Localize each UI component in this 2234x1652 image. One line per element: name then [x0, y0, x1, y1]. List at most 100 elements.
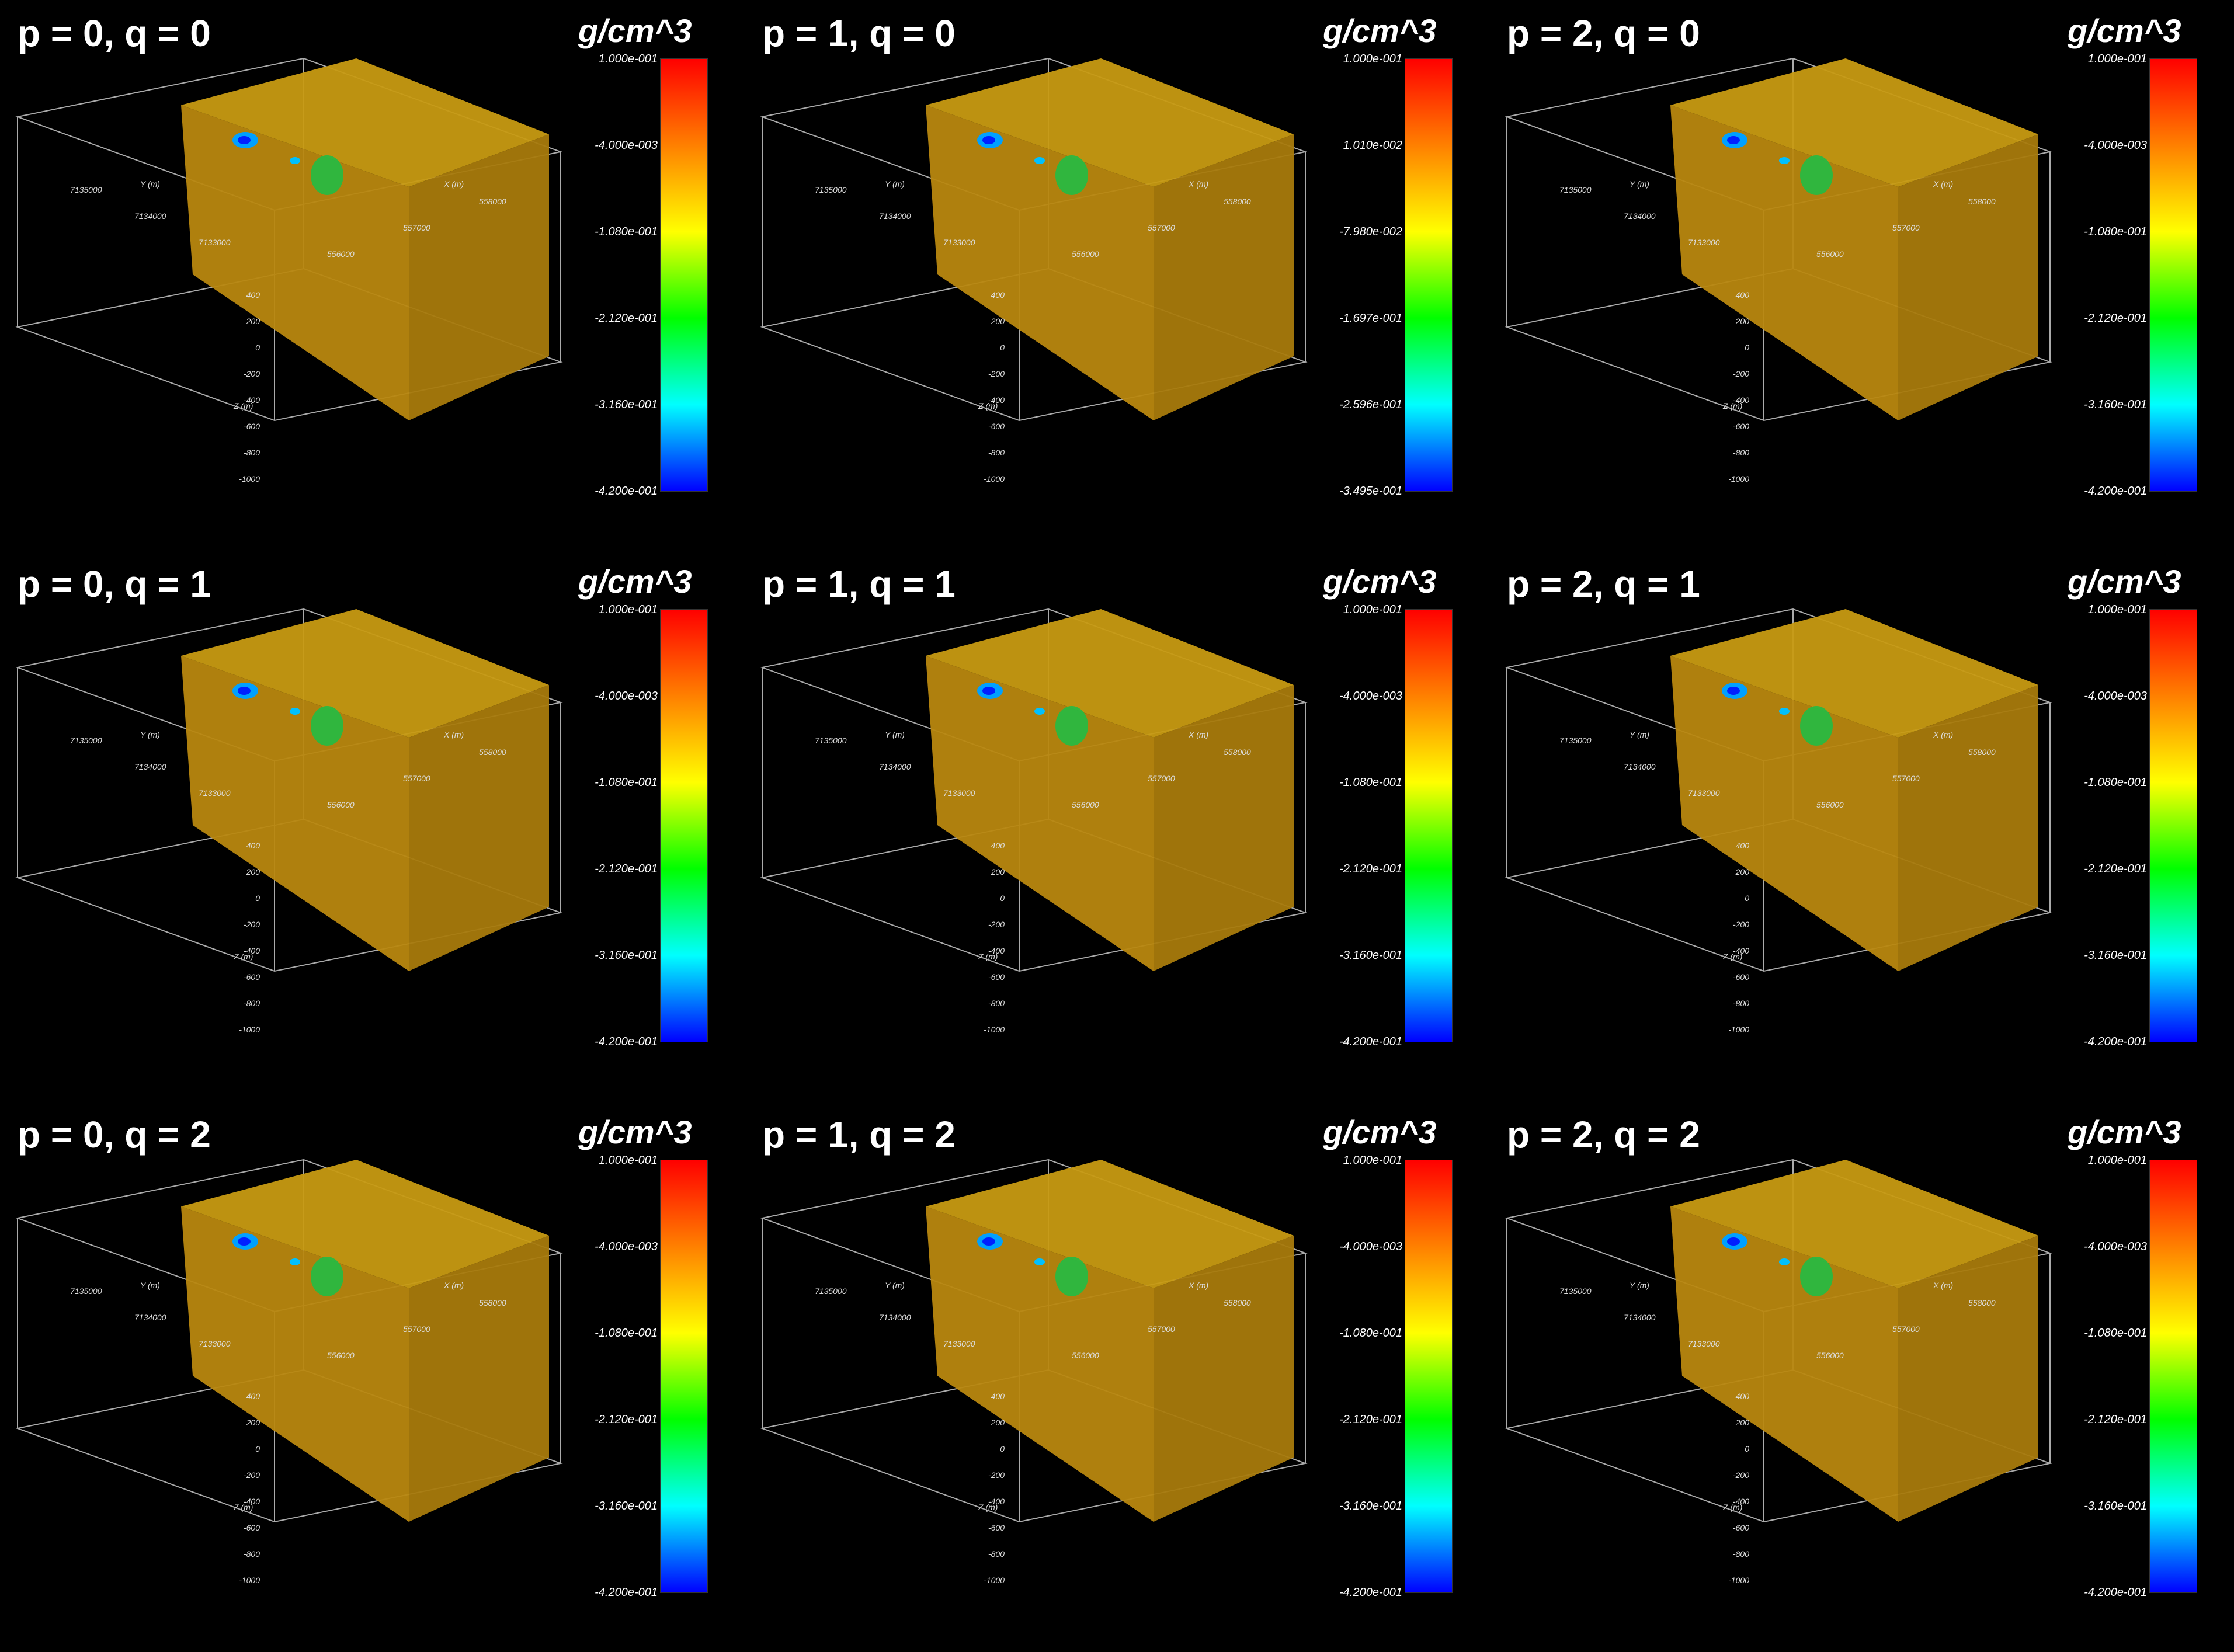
- y-tick: 7134000: [134, 762, 166, 771]
- y-tick: 7133000: [943, 238, 975, 247]
- z-axis-label: Z (m): [233, 952, 253, 961]
- z-tick: -400: [1733, 946, 1749, 955]
- z-tick: 0: [1000, 1444, 1005, 1453]
- y-axis-label: Y (m): [1630, 1281, 1649, 1290]
- colorbar: [660, 609, 708, 1042]
- panel-7: 400 200 0 -200 -400 -600 -800 -1000 556000 557000…: [745, 1101, 1489, 1652]
- colorbar-tick-label: -1.080e-001: [595, 1327, 658, 1340]
- z-tick: 400: [1736, 290, 1750, 300]
- z-tick: -1000: [984, 1576, 1005, 1585]
- colorbar-unit-label: g/cm^3: [1323, 12, 1437, 49]
- axes: 400 200 0 -200 -400 -600 -800 -1000 556000 557000…: [815, 730, 1251, 1034]
- x-tick: 557000: [403, 774, 430, 783]
- y-tick: 7134000: [879, 211, 911, 221]
- y-tick: 7133000: [943, 1339, 975, 1348]
- colorbar-tick-label: -7.980e-002: [1339, 225, 1402, 238]
- colorbar-tick-label: 1.000e-001: [598, 603, 658, 616]
- x-tick: 558000: [1968, 197, 1996, 206]
- z-axis-label: Z (m): [233, 1503, 253, 1512]
- x-tick: 558000: [1224, 1298, 1251, 1307]
- anomaly-bodies: [232, 1233, 343, 1296]
- z-axis-label: Z (m): [978, 401, 998, 411]
- colorbar-tick-label: -1.080e-001: [1339, 776, 1402, 789]
- colorbar-tick-label: -1.697e-001: [1339, 312, 1402, 325]
- z-tick: 400: [246, 1392, 260, 1401]
- colorbar-tick-label: -4.200e-001: [1339, 1586, 1402, 1599]
- density-model-view: 400 200 0 -200 -400 -600 -800 -1000 556000 557000…: [1505, 1159, 2052, 1585]
- x-axis-label: X (m): [443, 1281, 464, 1290]
- z-tick: 200: [991, 867, 1005, 877]
- colorbar-unit-label: g/cm^3: [2068, 563, 2181, 600]
- x-tick: 558000: [1224, 197, 1251, 206]
- colorbar-tick-label: -4.200e-001: [2084, 1035, 2147, 1048]
- z-tick: -1000: [239, 1025, 260, 1034]
- axes: 400 200 0 -200 -400 -600 -800 -1000 556000 557000…: [1559, 1281, 1996, 1585]
- density-block: [926, 1160, 1294, 1522]
- y-tick: 7133000: [199, 238, 231, 247]
- z-tick: 0: [1745, 893, 1749, 903]
- z-tick: -600: [244, 1523, 260, 1532]
- panel-title: p = 0, q = 0: [18, 12, 211, 54]
- colorbar-tick-label: 1.000e-001: [598, 1154, 658, 1167]
- density-block: [1670, 1160, 2038, 1522]
- colorbar-unit-label: g/cm^3: [578, 12, 692, 49]
- panel-1: 400 200 0 -200 -400 -600 -800 -1000 556000 557000…: [745, 0, 1489, 551]
- z-tick: 200: [991, 1418, 1005, 1427]
- z-tick: -200: [988, 369, 1005, 378]
- colorbar-tick-label: -2.120e-001: [595, 312, 658, 325]
- panel-2: 400 200 0 -200 -400 -600 -800 -1000 556000 557000…: [1489, 0, 2234, 551]
- anomaly-bodies: [1722, 132, 1833, 195]
- axes: 400 200 0 -200 -400 -600 -800 -1000 556000 557000…: [1559, 179, 1996, 484]
- colorbar-tick-label: -2.120e-001: [2084, 862, 2147, 875]
- y-tick: 7133000: [199, 788, 231, 798]
- anomaly-bodies: [977, 683, 1088, 746]
- z-tick: -600: [988, 1523, 1005, 1532]
- x-axis-label: X (m): [1933, 179, 1953, 189]
- y-tick: 7134000: [879, 762, 911, 771]
- colorbar: [660, 1160, 708, 1593]
- panel-title: p = 2, q = 0: [1507, 12, 1700, 54]
- colorbar-tick-label: -3.160e-001: [1339, 1500, 1402, 1512]
- colorbar-tick-label: -3.160e-001: [595, 398, 658, 411]
- colorbar-tick-label: -2.120e-001: [595, 1413, 658, 1426]
- colorbar-tick-label: 1.010e-002: [1343, 139, 1402, 152]
- anomaly-bodies: [232, 683, 343, 746]
- colorbar-tick-label: -3.160e-001: [2084, 1500, 2147, 1512]
- z-tick: -200: [244, 369, 260, 378]
- z-tick: -800: [244, 448, 260, 457]
- z-tick: 200: [1735, 317, 1750, 326]
- density-model-view: 400 200 0 -200 -400 -600 -800 -1000 556000 557000…: [1505, 608, 2052, 1034]
- z-tick: 400: [246, 841, 260, 850]
- colorbar-tick-label: 1.000e-001: [598, 53, 658, 65]
- z-tick: 200: [246, 867, 260, 877]
- panel-title: p = 0, q = 2: [18, 1114, 211, 1156]
- colorbar-tick-label: -1.080e-001: [595, 225, 658, 238]
- y-tick: 7133000: [1688, 238, 1720, 247]
- x-tick: 557000: [1892, 223, 1920, 232]
- x-tick: 556000: [327, 249, 355, 259]
- z-tick: 400: [991, 1392, 1005, 1401]
- y-axis-label: Y (m): [140, 730, 160, 739]
- anomaly-bodies: [1722, 683, 1833, 746]
- y-tick: 7133000: [943, 788, 975, 798]
- axes: 400 200 0 -200 -400 -600 -800 -1000 556000 557000…: [815, 1281, 1251, 1585]
- z-tick: -400: [988, 1497, 1005, 1506]
- density-model-view: 400 200 0 -200 -400 -600 -800 -1000 556000 557000…: [15, 1159, 563, 1585]
- colorbar-unit-label: g/cm^3: [2068, 1114, 2181, 1150]
- density-model-view: 400 200 0 -200 -400 -600 -800 -1000 556000 557000…: [15, 608, 563, 1034]
- colorbar-tick-label: 1.000e-001: [1343, 1154, 1402, 1167]
- z-tick: -800: [244, 1549, 260, 1559]
- y-tick: 7134000: [879, 1313, 911, 1322]
- z-tick: 0: [1000, 343, 1005, 352]
- panel-0: 400 200 0 -200 -400 -600 -800 -1000 556000 557000…: [0, 0, 745, 551]
- colorbar-tick-label: 1.000e-001: [1343, 53, 1402, 65]
- x-tick: 556000: [1072, 249, 1099, 259]
- z-tick: -400: [988, 946, 1005, 955]
- x-tick: 556000: [327, 800, 355, 809]
- x-tick: 558000: [479, 197, 506, 206]
- panel-title: p = 2, q = 1: [1507, 563, 1700, 605]
- y-tick: 7135000: [815, 185, 847, 194]
- colorbar-tick-label: -4.200e-001: [595, 1586, 658, 1599]
- z-tick: -400: [244, 946, 260, 955]
- density-block: [1670, 58, 2038, 420]
